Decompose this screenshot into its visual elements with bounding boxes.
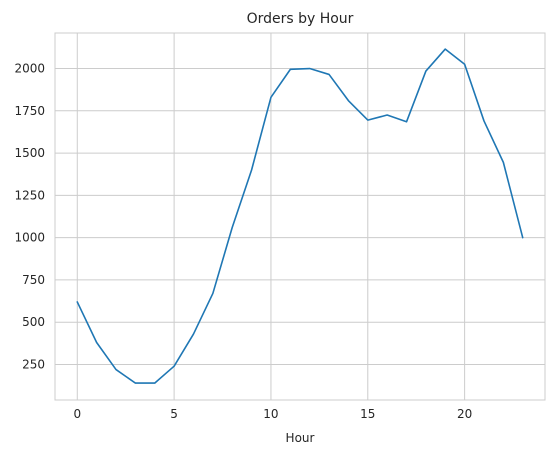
series-line-0: [76, 48, 524, 384]
chart-title: Orders by Hour: [247, 11, 354, 27]
x-tick-label: 20: [457, 407, 472, 421]
x-tick-label: 0: [73, 407, 81, 421]
series-layer: [76, 48, 524, 384]
y-tick-label: 1000: [14, 231, 45, 245]
y-tick-label: 2000: [14, 62, 45, 76]
y-tick-label: 500: [22, 315, 45, 329]
x-tick-label: 15: [360, 407, 375, 421]
y-tick-label: 1500: [14, 146, 45, 160]
y-tick-label: 750: [22, 273, 45, 287]
y-tick-label: 1250: [14, 188, 45, 202]
y-tick-label: 250: [22, 357, 45, 371]
x-axis-label: Hour: [286, 431, 315, 445]
plot-frame: [54, 32, 546, 401]
tick-labels: 0 5 10 15 20 250 500 750 1000 1250 1500 1750 2000: [14, 62, 472, 421]
x-tick-label: 10: [263, 407, 278, 421]
y-tick-label: 1750: [14, 104, 45, 118]
x-tick-label: 5: [170, 407, 178, 421]
grid: [55, 33, 545, 400]
